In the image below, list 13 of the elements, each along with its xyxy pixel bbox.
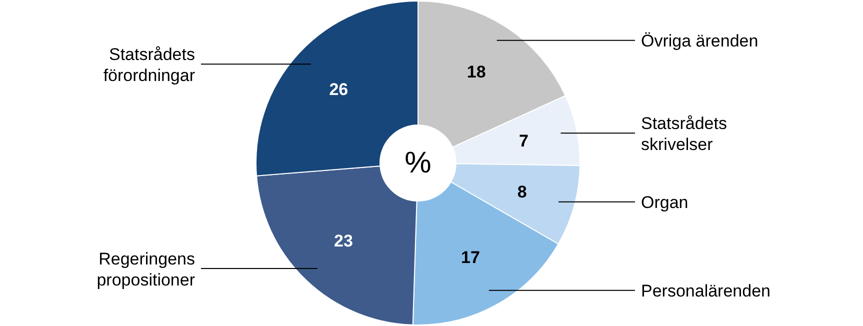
data-label: 7 bbox=[518, 131, 528, 150]
slice-label: Statsrådets förordningar bbox=[103, 44, 196, 85]
text: % bbox=[404, 146, 432, 180]
data-label: 17 bbox=[461, 248, 480, 267]
slice-label: Regeringens propositioner bbox=[96, 249, 196, 290]
slice-label: Statsrådets skrivelser bbox=[641, 114, 727, 154]
data-label: 23 bbox=[334, 232, 353, 251]
data-label: 26 bbox=[329, 80, 348, 100]
slice-label: Personalärenden bbox=[641, 280, 770, 300]
slice-label: Organ bbox=[641, 192, 688, 212]
data-label: 8 bbox=[517, 182, 527, 202]
slice-label: Övriga ärenden bbox=[641, 30, 758, 50]
data-label: 18 bbox=[466, 62, 486, 82]
